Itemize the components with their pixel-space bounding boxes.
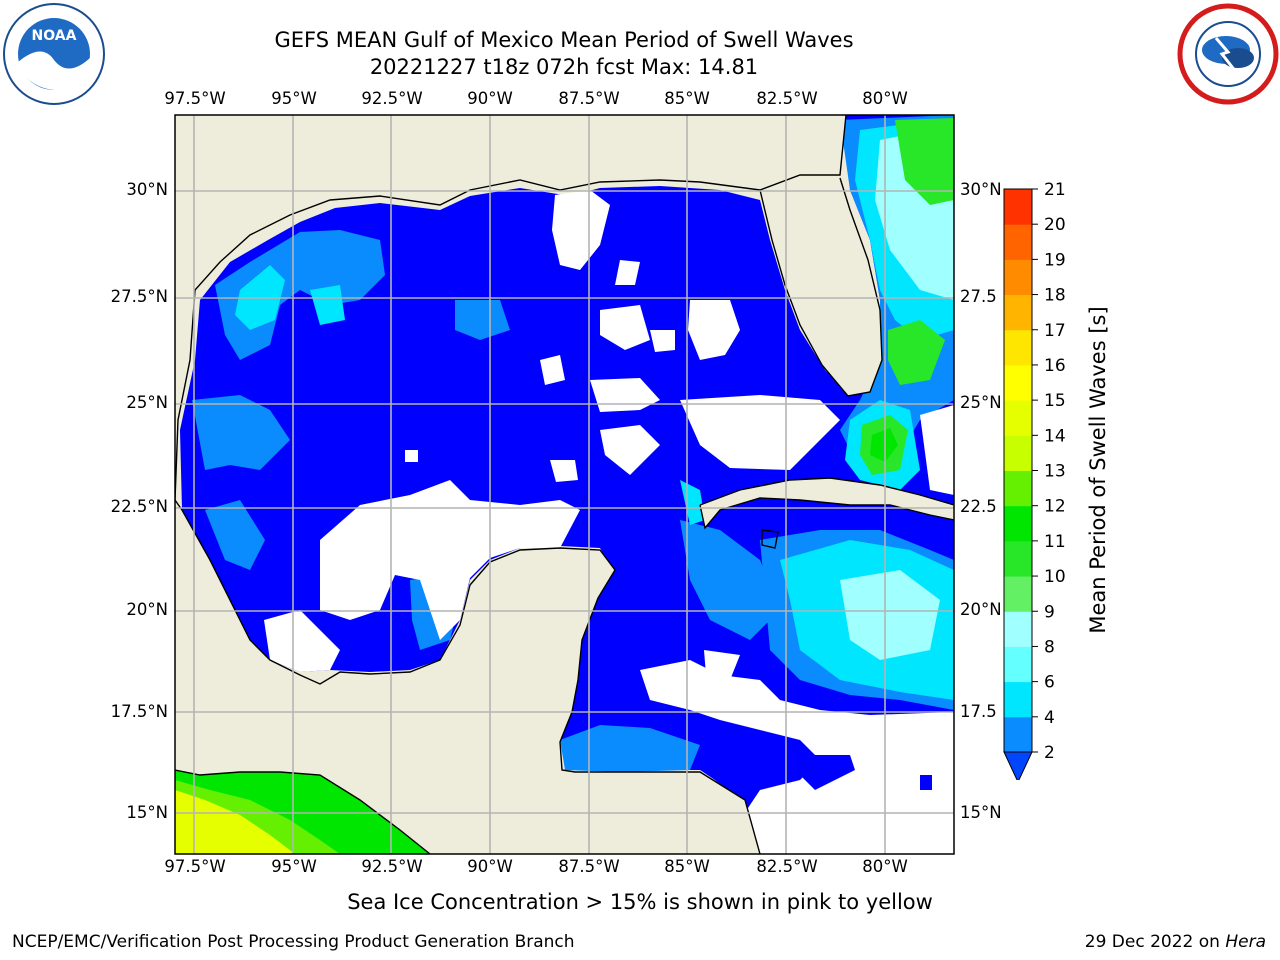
colorbar-bin (1004, 435, 1032, 471)
colorbar-tick-label: 9 (1044, 602, 1055, 622)
lat-tick-right: 17.5 (960, 702, 997, 721)
colorbar-tick-label: 13 (1044, 462, 1066, 482)
colorbar-bin (1004, 470, 1032, 507)
colorbar-bin (1004, 259, 1032, 296)
colorbar-tick-label: 14 (1044, 426, 1066, 446)
lat-tick-left: 22.5°N (110, 497, 168, 516)
chart-title-line1: GEFS MEAN Gulf of Mexico Mean Period of … (274, 28, 854, 52)
chart-title-line2: 20221227 t18z 072h fcst Max: 14.81 (369, 55, 759, 79)
lon-tick-top: 82.5°W (756, 89, 818, 108)
colorbar-label: Mean Period of Swell Waves [s] (1086, 306, 1110, 634)
colorbar-tick-label: 10 (1044, 567, 1066, 587)
colorbar-tick-label: 12 (1044, 497, 1066, 517)
lat-tick-right: 20°N (960, 600, 1002, 619)
lat-tick-right: 30°N (960, 180, 1002, 199)
noaa-logo-icon: NOAA (2, 2, 106, 106)
lon-tick-top: 92.5°W (361, 89, 423, 108)
colorbar-tick-label: 11 (1044, 532, 1066, 552)
colorbar-bin (1004, 364, 1032, 401)
colorbar-bin (1004, 400, 1032, 436)
colorbar-bin (1004, 294, 1032, 331)
mexico-land (175, 500, 760, 854)
lat-tick-right: 22.5 (960, 497, 997, 516)
lat-tick-right: 25°N (960, 393, 1002, 412)
colorbar-bin (1004, 224, 1032, 260)
colorbar-tick-label: 17 (1044, 321, 1066, 341)
lat-tick-left: 20°N (126, 600, 168, 619)
lon-tick-top: 97.5°W (164, 89, 226, 108)
lat-tick-right: 27.5 (960, 287, 997, 306)
lon-tick-top: 80°W (862, 89, 908, 108)
lat-tick-right: 15°N (960, 803, 1002, 822)
lon-tick-bottom: 95°W (271, 857, 317, 876)
colorbar-bin (1004, 189, 1032, 225)
lon-tick-bottom: 80°W (862, 857, 908, 876)
colorbar-bin (1004, 611, 1032, 647)
colorbar-tick-label: 18 (1044, 286, 1066, 306)
lon-tick-bottom: 90°W (467, 857, 513, 876)
colorbar-tick-label: 4 (1044, 708, 1055, 728)
lon-tick-bottom: 92.5°W (361, 857, 423, 876)
footer-machine: Hera (1225, 932, 1266, 952)
colorbar-bin (1004, 681, 1032, 718)
colorbar-tick-label: 16 (1044, 356, 1066, 376)
map-frame (174, 114, 955, 855)
lat-tick-left: 27.5°N (110, 287, 168, 306)
colorbar-bin (1004, 576, 1032, 612)
florida-peninsula-land (760, 175, 882, 396)
colorbar-extend-arrow (1003, 751, 1033, 780)
footer-date-text: 29 Dec 2022 on (1084, 932, 1226, 952)
colorbar-tick-label: 8 (1044, 637, 1055, 657)
colorbar-bin (1004, 646, 1032, 683)
colorbar-bin (1004, 716, 1032, 753)
lat-tick-left: 17.5°N (110, 702, 168, 721)
colorbar-tick-label: 2 (1044, 743, 1055, 763)
lon-tick-top: 85°W (664, 89, 710, 108)
colorbar-tick-label: 6 (1044, 673, 1055, 693)
lon-tick-top: 95°W (271, 89, 317, 108)
colorbar-tick-label: 21 (1044, 180, 1066, 200)
lat-tick-left: 25°N (126, 393, 168, 412)
cuba-land (700, 478, 954, 528)
lon-tick-bottom: 87.5°W (558, 857, 620, 876)
lon-tick-bottom: 85°W (664, 857, 710, 876)
lat-tick-left: 30°N (126, 180, 168, 199)
colorbar-tick-label: 19 (1044, 250, 1066, 270)
lat-tick-left: 15°N (126, 803, 168, 822)
lon-tick-bottom: 97.5°W (164, 857, 226, 876)
colorbar-bin (1004, 329, 1032, 366)
lon-tick-top: 90°W (467, 89, 513, 108)
footer-date: 29 Dec 2022 on Hera (1085, 932, 1266, 952)
us-gulf-coast-land (175, 115, 846, 500)
lon-tick-top: 87.5°W (558, 89, 620, 108)
colorbar-bin (1004, 505, 1032, 542)
nws-logo-icon (1176, 2, 1280, 106)
graticule (175, 115, 954, 854)
sea-ice-note: Sea Ice Concentration > 15% is shown in … (347, 890, 933, 914)
colorbar: 2 4 6 8 9 10 11 12 13 14 15 16 17 18 19 20 21 (1003, 180, 1066, 780)
lon-tick-bottom: 82.5°W (756, 857, 818, 876)
noaa-logo-text: NOAA (32, 28, 77, 44)
colorbar-bin (1004, 540, 1032, 577)
colorbar-tick-label: 20 (1044, 215, 1066, 235)
footer-credit: NCEP/EMC/Verification Post Processing Pr… (12, 932, 575, 952)
colorbar-tick-label: 15 (1044, 391, 1066, 411)
coastline (175, 115, 954, 854)
